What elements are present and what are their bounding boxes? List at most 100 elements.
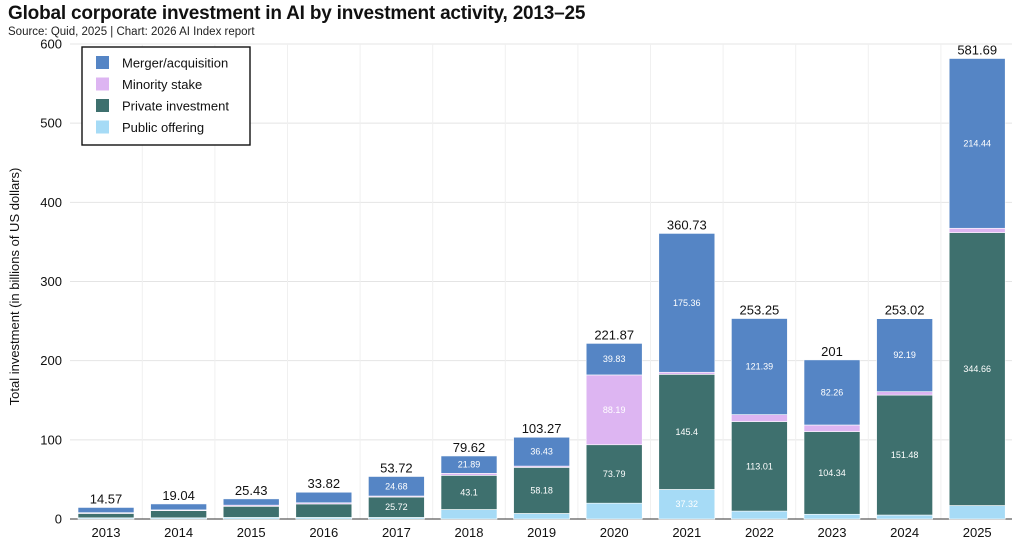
x-tick-label: 2021 — [672, 525, 701, 540]
bar-segment-merger — [77, 507, 135, 513]
segment-value-label: 36.43 — [530, 447, 553, 457]
bar-segment-merger — [150, 503, 207, 511]
bar-segment-merger — [658, 233, 716, 373]
bar-segment-merger — [295, 491, 353, 504]
bar-total-label: 581.69 — [957, 42, 997, 57]
bar-segment-merger — [513, 436, 570, 467]
bar-segment-private — [77, 513, 135, 519]
bar-segment-private — [150, 510, 207, 519]
bar-segment-public — [513, 513, 570, 520]
bar-segment-merger — [222, 498, 280, 506]
legend-label-public: Public offering — [122, 120, 204, 135]
segment-value-label: 73.79 — [603, 469, 626, 479]
bar-segment-private — [948, 232, 1006, 506]
segment-value-label: 21.89 — [458, 460, 481, 470]
bar-segment-public — [731, 510, 788, 520]
bar-segment-minority — [731, 414, 788, 422]
bar-segment-public — [440, 509, 498, 520]
legend-label-private: Private investment — [122, 99, 229, 114]
segment-value-label: 151.48 — [891, 450, 919, 460]
bar-total-label: 33.82 — [308, 476, 341, 491]
legend-label-minority: Minority stake — [122, 77, 202, 92]
bar-segment-minority — [876, 391, 933, 396]
bar-segment-private — [585, 444, 643, 504]
y-tick-label: 600 — [40, 37, 62, 52]
bar-total-label: 25.43 — [235, 483, 268, 498]
bar-total-label: 360.73 — [667, 217, 707, 232]
x-tick-label: 2018 — [455, 525, 484, 540]
bar-segment-minority — [440, 472, 498, 476]
legend: Merger/acquisition Minority stake Private … — [81, 46, 251, 146]
segment-value-label: 113.01 — [746, 461, 773, 471]
bar-segment-merger — [876, 318, 933, 392]
legend-box — [81, 46, 251, 146]
segment-value-label: 92.19 — [893, 350, 916, 360]
bar-segment-minority — [803, 424, 861, 432]
segment-value-label: 104.34 — [818, 468, 846, 478]
bar-total-label: 14.57 — [90, 491, 123, 506]
legend-swatch-merger — [96, 56, 109, 69]
bar-segment-private — [658, 374, 716, 490]
bar-segment-merger — [440, 455, 498, 474]
x-tick-label: 2024 — [890, 525, 919, 540]
y-tick-label: 100 — [40, 432, 62, 447]
chart-title: Global corporate investment in AI by inv… — [8, 3, 586, 24]
bar-segment-public — [948, 505, 1006, 520]
bar-total-label: 103.27 — [522, 421, 562, 436]
x-tick-label: 2025 — [963, 525, 992, 540]
bar-segment-private — [440, 475, 498, 510]
segment-value-label: 43.1 — [460, 487, 478, 497]
chart-source: Source: Quid, 2025 | Chart: 2026 AI Inde… — [8, 26, 255, 38]
x-tick-label: 2020 — [600, 525, 629, 540]
segment-value-label: 25.72 — [385, 502, 408, 512]
bar-total-label: 221.87 — [594, 327, 634, 342]
x-tick-label: 2022 — [745, 525, 774, 540]
bar-total-label: 19.04 — [162, 488, 195, 503]
bar-segment-public — [803, 513, 861, 520]
bar-segment-minority — [585, 374, 643, 446]
segment-value-label: 39.83 — [603, 354, 626, 364]
bar-segment-merger — [368, 476, 425, 497]
x-tick-label: 2017 — [382, 525, 411, 540]
x-tick-label: 2016 — [309, 525, 338, 540]
bar-total-label: 53.72 — [380, 460, 413, 475]
bar-segment-merger — [731, 318, 788, 415]
bar-segment-minority — [658, 371, 716, 375]
bar-totals: 14.57 19.04 25.43 33.82 53.72 79.62 103.27 221.… — [90, 42, 997, 506]
y-tick-label: 400 — [40, 195, 62, 210]
bar-segment-minority — [948, 227, 1006, 233]
segment-value-label: 121.39 — [746, 362, 774, 372]
bars — [77, 58, 1006, 520]
segment-value-label: 88.19 — [603, 405, 626, 415]
y-tick-label: 200 — [40, 353, 62, 368]
segment-value-label: 82.26 — [821, 387, 844, 397]
x-tick-label: 2013 — [92, 525, 121, 540]
bar-segment-public — [585, 502, 643, 520]
bar-total-label: 253.25 — [740, 303, 780, 318]
bar-segment-public — [876, 514, 933, 520]
bar-segment-merger — [585, 343, 643, 376]
y-tick-label: 500 — [40, 116, 62, 131]
segment-value-label: 344.66 — [963, 364, 991, 374]
segment-labels: 25.72 24.68 43.1 21.89 58.18 36.43 73.79 88.19 3… — [385, 138, 991, 512]
segment-value-label: 145.4 — [676, 427, 699, 437]
bar-total-label: 253.02 — [885, 303, 925, 318]
bar-total-label: 79.62 — [453, 440, 486, 455]
legend-label-merger: Merger/acquisition — [122, 56, 228, 71]
bar-segment-merger — [803, 359, 861, 426]
legend-swatch-private — [96, 99, 109, 112]
segment-value-label: 37.32 — [676, 499, 699, 509]
x-tick-label: 2015 — [237, 525, 266, 540]
segment-value-label: 24.68 — [385, 481, 408, 491]
bar-segment-private — [222, 506, 280, 518]
bar-total-label: 201 — [821, 344, 843, 359]
x-tick-label: 2014 — [164, 525, 193, 540]
segment-value-label: 58.18 — [530, 485, 553, 495]
bar-segment-merger — [948, 58, 1006, 229]
x-tick-label: 2023 — [818, 525, 847, 540]
legend-swatch-minority — [96, 77, 109, 91]
y-tick-label: 0 — [55, 512, 62, 527]
x-tick-label: 2019 — [527, 525, 556, 540]
segment-value-label: 175.36 — [673, 298, 701, 308]
